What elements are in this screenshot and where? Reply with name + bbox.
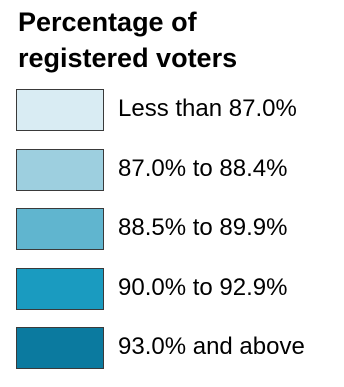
legend-item: 87.0% to 88.4% — [16, 148, 342, 209]
legend-item: 88.5% to 89.9% — [16, 208, 342, 268]
legend-title: Percentage of registered voters — [18, 7, 238, 73]
legend-item: Less than 87.0% — [16, 89, 342, 149]
legend-list: Less than 87.0% 87.0% to 88.4% 88.5% to … — [16, 89, 342, 387]
legend-swatch — [16, 267, 104, 310]
legend-item-label: 93.0% and above — [118, 333, 305, 360]
legend-item-label: 88.5% to 89.9% — [118, 214, 288, 241]
legend-swatch — [16, 148, 104, 191]
legend-swatch — [16, 327, 104, 369]
legend-item-label: 87.0% to 88.4% — [118, 154, 288, 182]
legend-item-label: Less than 87.0% — [118, 95, 297, 122]
legend-swatch — [16, 208, 104, 250]
legend-item: 93.0% and above — [16, 327, 342, 387]
legend-swatch — [16, 89, 104, 131]
legend-item: 90.0% to 92.9% — [16, 267, 342, 328]
legend-item-label: 90.0% to 92.9% — [118, 273, 288, 301]
